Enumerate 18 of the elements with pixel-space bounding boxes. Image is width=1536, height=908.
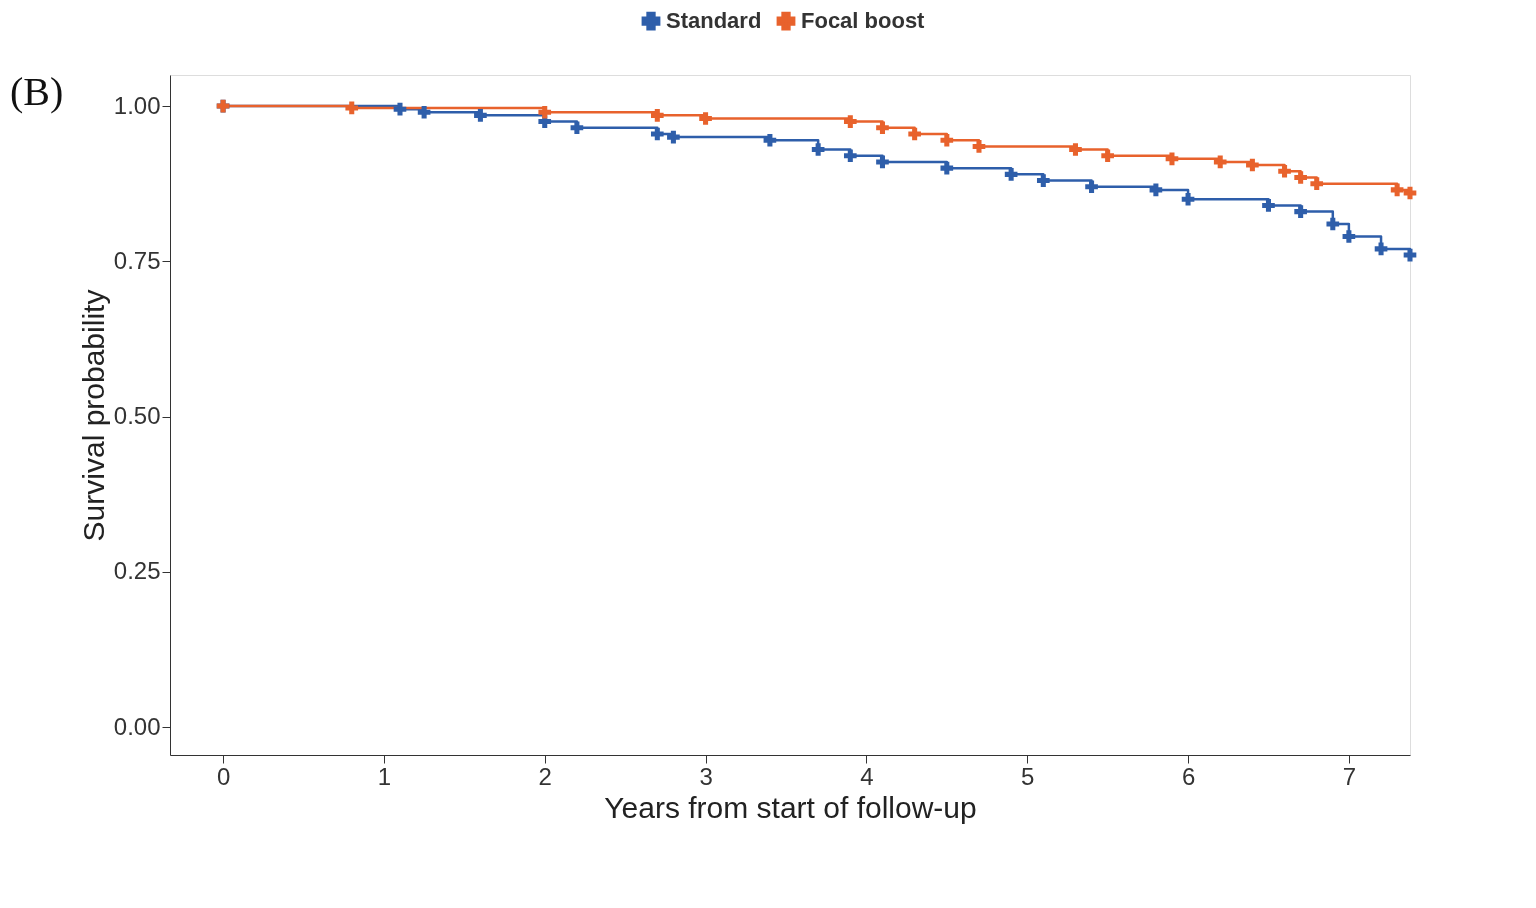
x-tick-label: 3 bbox=[699, 762, 713, 790]
y-tick-label: 1.00 bbox=[113, 91, 161, 119]
legend-label: Focal boost bbox=[801, 8, 926, 34]
y-tick-label: 0.50 bbox=[113, 402, 161, 430]
text: (B) bbox=[10, 69, 64, 114]
x-tick-label: 0 bbox=[216, 762, 231, 790]
x-tick-label: 6 bbox=[1181, 762, 1196, 790]
y-tick-label: 0.75 bbox=[113, 246, 161, 274]
x-tick-label: 4 bbox=[860, 762, 874, 790]
y-tick-label: 0.25 bbox=[113, 557, 161, 585]
x-tick-label: 1 bbox=[377, 762, 392, 790]
x-tick-label: 7 bbox=[1342, 762, 1357, 790]
y-axis-title: Survival probability bbox=[76, 289, 110, 542]
x-tick-label: 2 bbox=[538, 762, 552, 790]
x-tick-label: 5 bbox=[1021, 762, 1035, 790]
legend-label: Standard bbox=[666, 8, 762, 34]
x-axis-title: Years from start of follow-up bbox=[604, 790, 977, 824]
y-tick-label: 0.00 bbox=[113, 712, 161, 740]
